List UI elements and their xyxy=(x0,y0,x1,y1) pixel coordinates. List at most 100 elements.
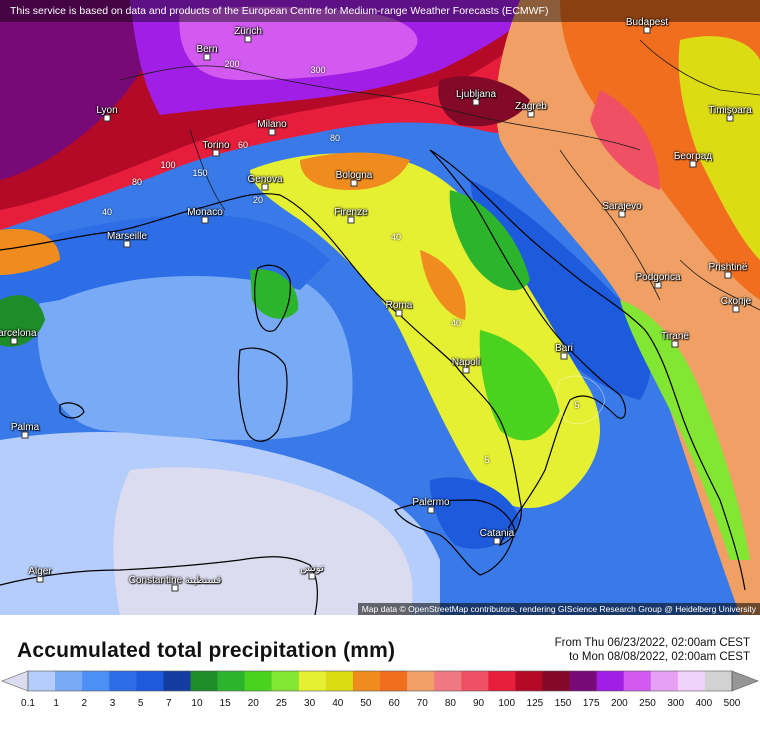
city-marker[interactable] xyxy=(724,271,732,279)
city-label[interactable]: Tiranë xyxy=(661,331,689,342)
city-marker[interactable] xyxy=(10,337,18,345)
city-marker[interactable] xyxy=(618,210,626,218)
city-label[interactable]: Podgorica xyxy=(635,272,681,283)
city-marker[interactable] xyxy=(212,149,220,157)
city-label[interactable]: Catania xyxy=(479,528,515,539)
legend-swatch xyxy=(28,671,56,691)
city-marker[interactable] xyxy=(671,340,679,348)
city-label[interactable]: Monaco xyxy=(187,207,223,218)
city-label[interactable]: Firenze xyxy=(334,207,368,218)
legend-tick-label: 30 xyxy=(304,698,316,709)
city-marker[interactable] xyxy=(560,352,568,360)
central-basin-zone xyxy=(113,467,413,615)
contour-label: 40 xyxy=(390,232,402,242)
legend-swatch xyxy=(596,671,625,691)
city-marker[interactable] xyxy=(493,537,501,545)
city-label[interactable]: Palma xyxy=(10,422,40,433)
city-label[interactable]: Constantine قسنطينة xyxy=(128,575,222,586)
city-label[interactable]: Marseille xyxy=(106,231,148,242)
contour-label: 80 xyxy=(329,133,341,143)
city-label[interactable]: Bologna xyxy=(335,170,373,181)
legend-swatch xyxy=(352,671,381,691)
contour-label: 40 xyxy=(101,207,113,217)
adriatic-zone xyxy=(470,180,651,400)
city-marker[interactable] xyxy=(103,114,111,122)
spain-coast-green xyxy=(0,295,45,347)
city-label[interactable]: Timişoara xyxy=(708,105,752,116)
city-label[interactable]: تونس xyxy=(300,563,324,574)
city-label[interactable]: Zürich xyxy=(234,26,262,37)
city-label[interactable]: Скопје xyxy=(720,296,752,307)
city-marker[interactable] xyxy=(308,572,316,580)
city-label[interactable]: Budapest xyxy=(625,17,669,28)
period-from: From Thu 06/23/2022, 02:00am CEST xyxy=(554,637,750,649)
legend-swatch xyxy=(244,671,273,691)
city-label[interactable]: Genova xyxy=(247,174,283,185)
city-marker[interactable] xyxy=(732,305,740,313)
legend-swatch xyxy=(407,671,435,691)
legend-swatch xyxy=(55,671,83,691)
city-marker[interactable] xyxy=(427,506,435,514)
map-attribution[interactable]: Map data © OpenStreetMap contributors, r… xyxy=(357,603,760,615)
city-marker[interactable] xyxy=(689,160,697,168)
city-label[interactable]: Ljubljana xyxy=(455,89,497,100)
western-basin-zone xyxy=(37,269,353,440)
city-marker[interactable] xyxy=(244,35,252,43)
legend-swatch xyxy=(325,671,354,691)
city-marker[interactable] xyxy=(203,53,211,61)
legend-tick-label: 400 xyxy=(695,698,713,709)
city-label[interactable]: Bari xyxy=(555,343,573,354)
spain-orange xyxy=(0,229,60,275)
legend-under-arrow xyxy=(1,670,29,692)
city-marker[interactable] xyxy=(395,309,403,317)
legend-tick-label: 70 xyxy=(416,698,428,709)
city-label[interactable]: Torino xyxy=(202,140,230,151)
city-label[interactable]: Bern xyxy=(196,44,218,55)
city-label[interactable]: Palermo xyxy=(412,497,450,508)
city-marker[interactable] xyxy=(261,183,269,191)
legend-tick-label: 90 xyxy=(472,698,485,709)
city-marker[interactable] xyxy=(654,281,662,289)
north-band-purple-w xyxy=(0,0,180,180)
legend-tick-label: 1 xyxy=(53,698,59,709)
city-marker[interactable] xyxy=(201,216,209,224)
city-marker[interactable] xyxy=(268,128,276,136)
precipitation-map[interactable]: This service is based on data and produc… xyxy=(0,0,760,615)
city-marker[interactable] xyxy=(171,584,179,592)
legend-tick-label: 200 xyxy=(611,698,628,709)
legend-swatch xyxy=(136,671,164,691)
city-marker[interactable] xyxy=(472,98,480,106)
legend-swatch xyxy=(677,671,706,691)
city-label[interactable]: Lyon xyxy=(96,105,118,116)
legend-tick-label: 7 xyxy=(166,698,172,709)
city-marker[interactable] xyxy=(726,114,734,122)
city-marker[interactable] xyxy=(350,179,358,187)
legend-tick-label: 2 xyxy=(81,698,88,709)
ecmwf-notice: This service is based on data and produc… xyxy=(0,0,760,22)
legend-outline xyxy=(27,670,733,692)
city-label[interactable]: Zagreb xyxy=(515,101,547,112)
city-marker[interactable] xyxy=(123,240,131,248)
city-label[interactable]: Roma xyxy=(385,300,413,311)
city-marker[interactable] xyxy=(643,26,651,34)
city-marker[interactable] xyxy=(462,366,470,374)
city-label[interactable]: Sarajevo xyxy=(602,201,642,212)
city-marker[interactable] xyxy=(527,110,535,118)
sicily-blue xyxy=(430,477,520,549)
city-marker[interactable] xyxy=(21,431,29,439)
balkan-pink xyxy=(590,90,660,190)
legend-swatch xyxy=(434,671,462,691)
legend-swatch xyxy=(298,671,327,691)
city-label[interactable]: Alger xyxy=(28,566,52,577)
legend-tick-label: 10 xyxy=(191,698,203,709)
city-marker[interactable] xyxy=(347,216,355,224)
contour-label: 80 xyxy=(131,177,143,187)
city-label[interactable]: Prishtinë xyxy=(708,262,748,273)
city-label[interactable]: Barcelona xyxy=(0,328,37,339)
city-label[interactable]: Београд xyxy=(673,151,713,162)
city-label[interactable]: Napoli xyxy=(451,357,481,368)
city-marker[interactable] xyxy=(36,575,44,583)
coastlines xyxy=(0,149,746,615)
city-label[interactable]: Milano xyxy=(257,119,287,130)
legend-tick-label: 5 xyxy=(137,698,144,709)
